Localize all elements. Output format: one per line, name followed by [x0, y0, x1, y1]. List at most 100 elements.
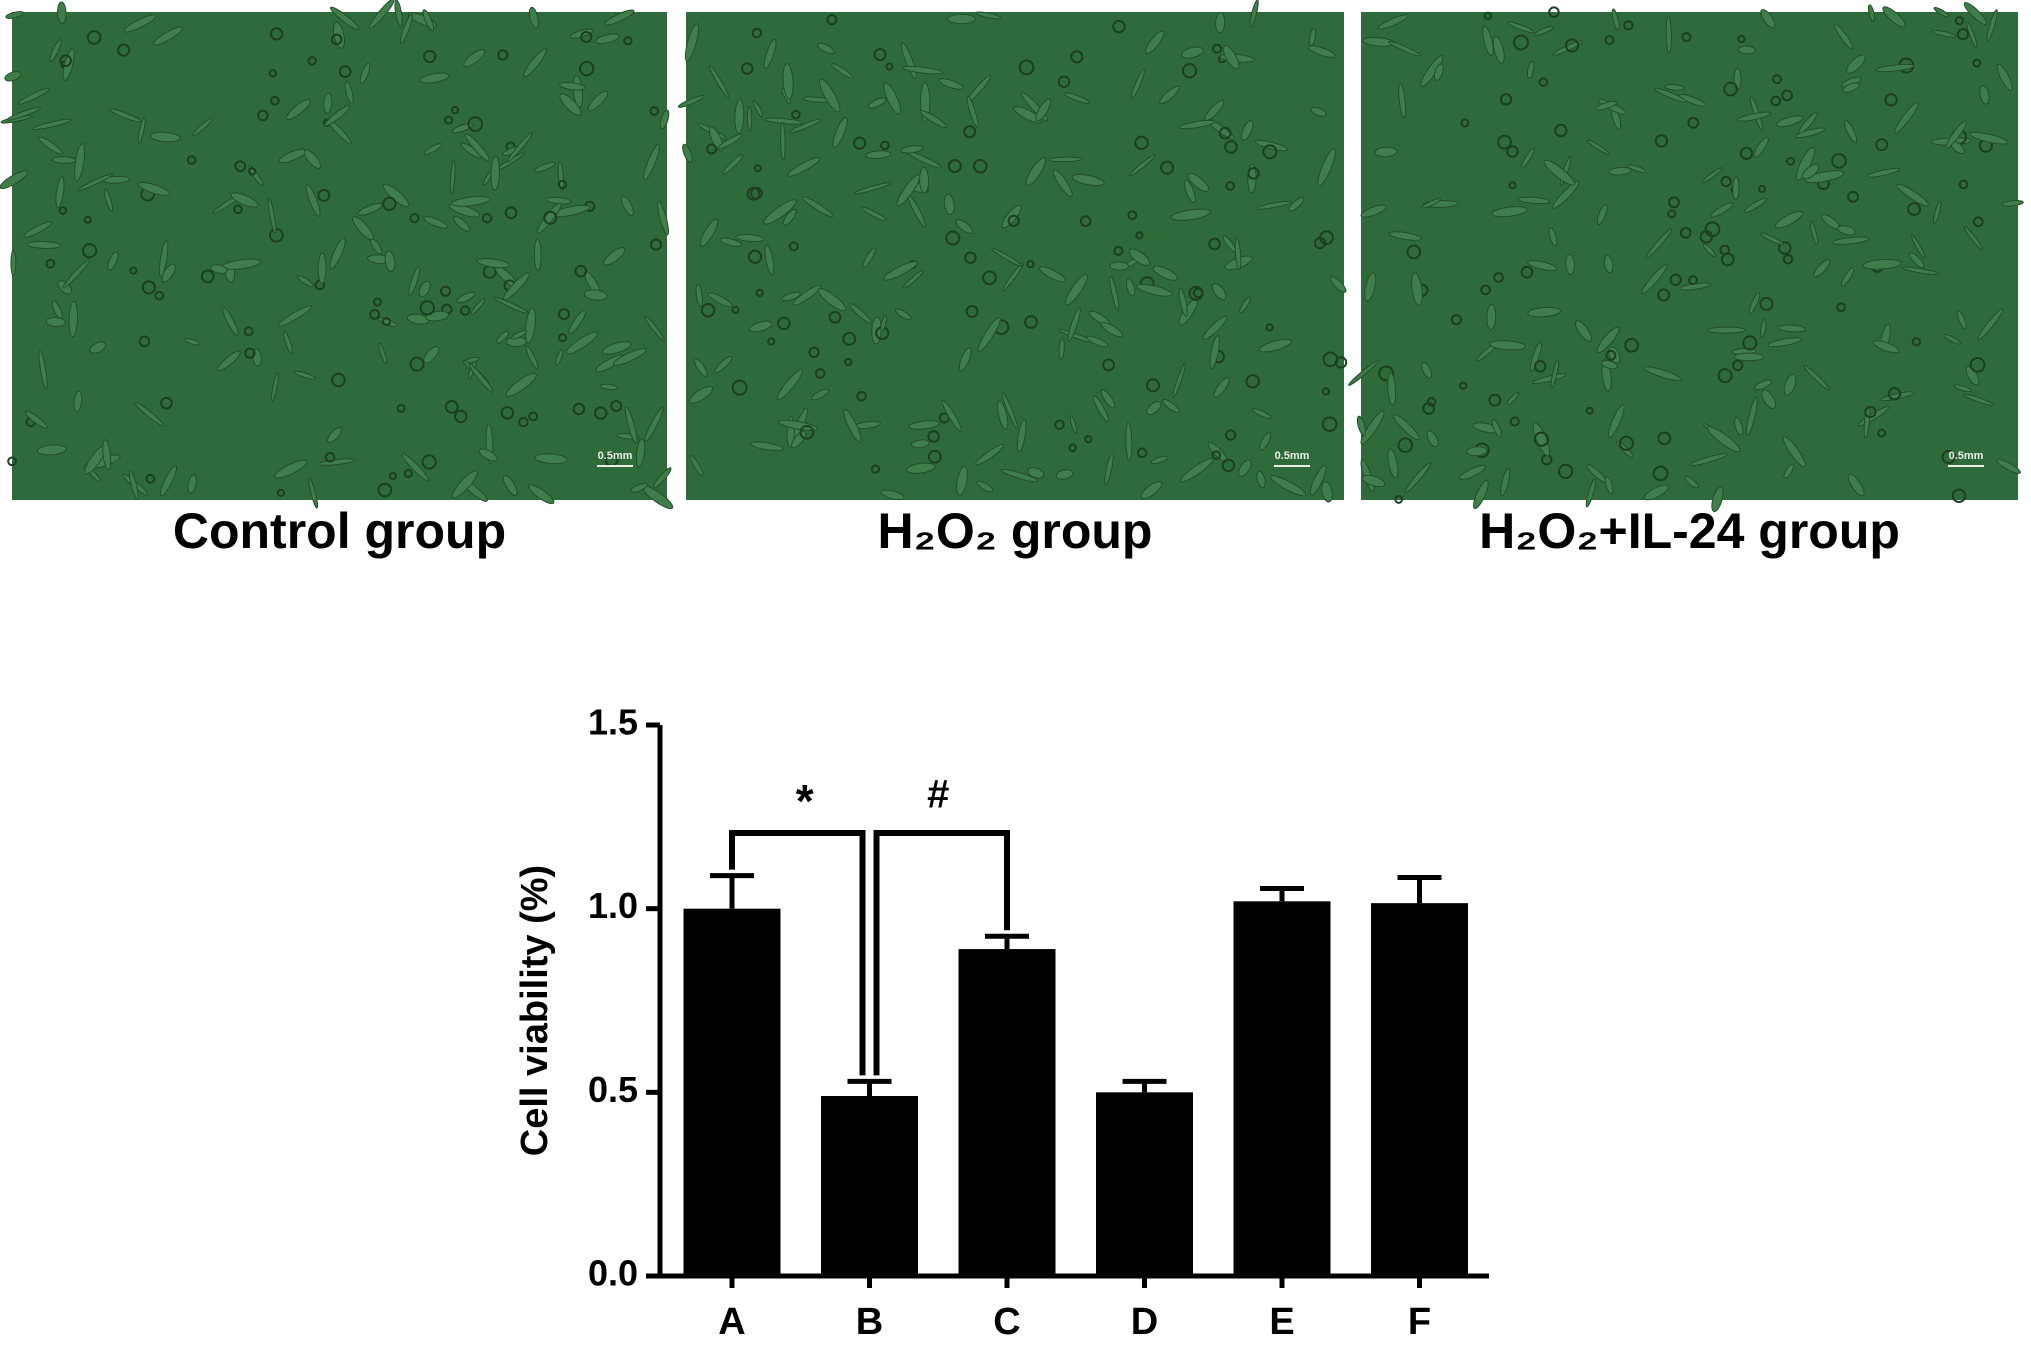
cell [161, 263, 176, 283]
cell [1377, 14, 1409, 30]
cell [991, 247, 1023, 267]
cell [323, 92, 333, 114]
bar [821, 1096, 918, 1276]
cell [269, 95, 280, 106]
cell [594, 406, 608, 420]
cell [1862, 258, 1902, 270]
cell [1527, 306, 1562, 318]
cell [644, 406, 664, 442]
cell [1550, 359, 1560, 389]
cell [1024, 315, 1038, 329]
cell [1069, 415, 1078, 434]
cell [1070, 50, 1084, 64]
cell [58, 206, 68, 215]
cell [1911, 337, 1921, 347]
cell [1360, 410, 1385, 445]
cell [1943, 334, 1962, 345]
cell [1847, 190, 1859, 203]
cell [1238, 459, 1252, 477]
cell [1218, 126, 1232, 140]
cell [789, 118, 823, 134]
cell [191, 117, 214, 137]
cell [326, 427, 342, 444]
cell [1145, 30, 1165, 54]
cell [1774, 210, 1804, 229]
cell [1759, 296, 1774, 311]
cell [1422, 401, 1436, 415]
cell [1532, 373, 1567, 384]
cell [267, 197, 277, 234]
cell [612, 348, 647, 366]
cell [73, 390, 83, 413]
cell [45, 317, 66, 328]
cell [368, 0, 395, 29]
cell [1500, 468, 1511, 497]
cell [510, 330, 528, 340]
cell [1458, 381, 1468, 390]
cell [946, 13, 976, 25]
cell [399, 13, 413, 44]
cell [1543, 159, 1576, 186]
cell [574, 264, 588, 278]
cell [1249, 0, 1259, 28]
cell [565, 331, 598, 355]
cell [1256, 470, 1266, 489]
cell [1356, 415, 1366, 436]
cell [975, 11, 1002, 20]
cell [1604, 34, 1615, 46]
cell [1767, 337, 1803, 348]
cell [1654, 134, 1669, 148]
cell [318, 458, 356, 466]
cell [1783, 373, 1797, 396]
cell [749, 320, 773, 333]
cell [1269, 475, 1307, 497]
cell [2001, 200, 2024, 207]
cell [283, 330, 293, 355]
cell [1378, 365, 1395, 382]
cell [580, 31, 593, 44]
cell [649, 106, 660, 116]
cell [1618, 435, 1635, 451]
cell [844, 357, 853, 367]
cell [382, 196, 397, 211]
cell [778, 419, 819, 432]
cell [848, 303, 873, 324]
cell [1509, 416, 1520, 427]
cell [1187, 172, 1210, 192]
cell [919, 110, 947, 129]
cell [1933, 201, 1942, 225]
bar [1096, 1092, 1193, 1276]
cell [883, 261, 918, 281]
cell [1224, 140, 1238, 154]
cell [861, 206, 887, 222]
cell [1795, 127, 1826, 139]
micrograph: 0.5mm [677, 0, 1348, 503]
cell [777, 316, 791, 331]
cell [973, 158, 988, 174]
cell [1688, 275, 1698, 286]
cell [1554, 123, 1568, 138]
cell [1657, 288, 1671, 302]
cell [1317, 148, 1336, 187]
cell [1512, 34, 1529, 51]
cell [419, 300, 435, 316]
cell [1863, 405, 1871, 439]
cell [149, 131, 181, 143]
cell [1717, 368, 1733, 384]
cell [210, 264, 228, 274]
cell [525, 345, 539, 370]
cell [134, 401, 164, 427]
cell [32, 118, 72, 130]
cell [27, 240, 62, 249]
cell [1842, 82, 1860, 93]
cell [826, 14, 838, 26]
bar [1371, 903, 1468, 1276]
cell [536, 202, 562, 234]
cell [1211, 43, 1223, 54]
cell [1411, 272, 1423, 306]
cell [1720, 252, 1735, 267]
cell [1404, 462, 1432, 493]
cell [369, 309, 381, 320]
cell [1884, 93, 1898, 107]
cell [500, 405, 515, 420]
